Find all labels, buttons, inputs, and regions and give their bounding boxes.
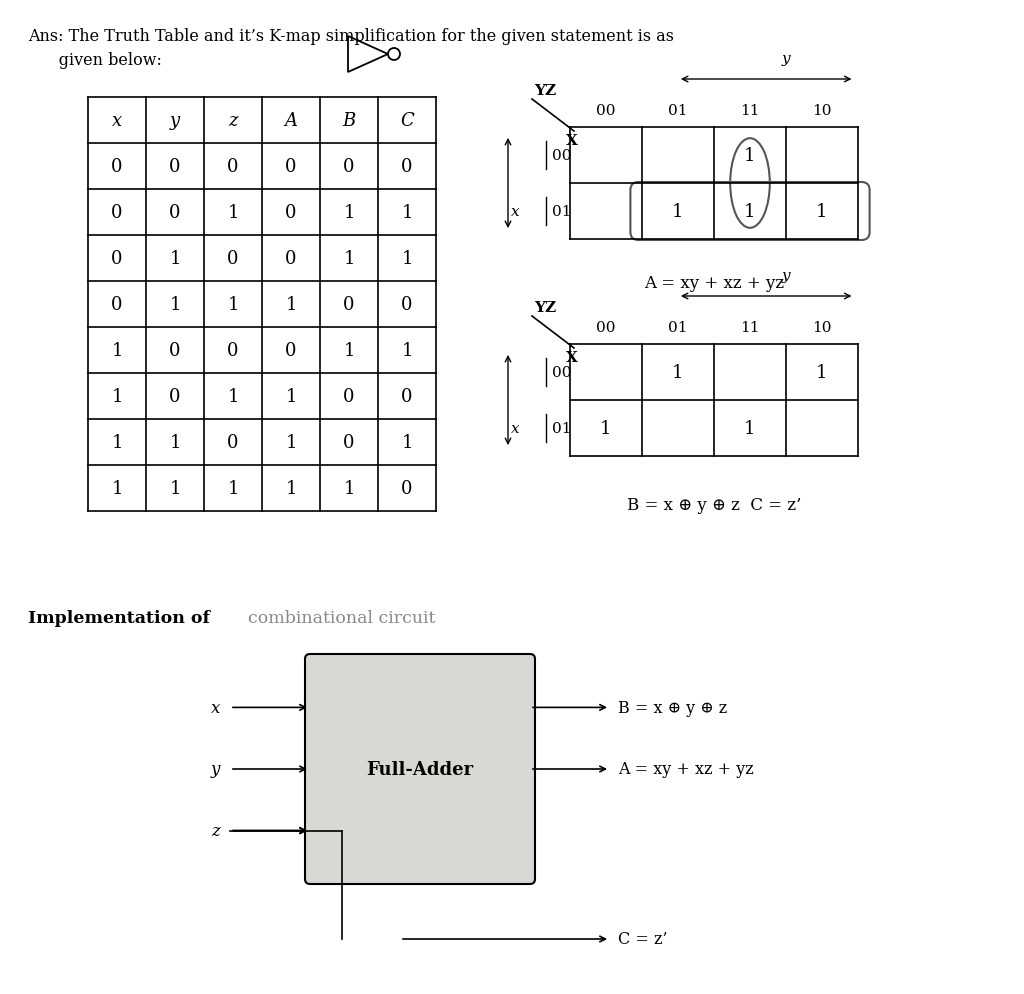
Text: X: X <box>566 351 578 365</box>
Text: 01: 01 <box>552 205 571 219</box>
Text: 1: 1 <box>401 342 413 360</box>
Text: 1: 1 <box>112 388 123 406</box>
Text: 11: 11 <box>740 321 760 335</box>
Text: 0: 0 <box>343 433 354 451</box>
Text: 1: 1 <box>286 479 297 498</box>
Text: YZ: YZ <box>534 301 556 315</box>
Text: 1: 1 <box>286 433 297 451</box>
Text: 0: 0 <box>401 388 413 406</box>
Text: 1: 1 <box>816 364 827 382</box>
Text: 0: 0 <box>227 249 239 267</box>
Text: 1: 1 <box>169 479 181 498</box>
Text: y: y <box>170 112 180 130</box>
Text: 1: 1 <box>401 249 413 267</box>
Text: 1: 1 <box>343 204 354 222</box>
Text: 0: 0 <box>401 479 413 498</box>
Text: 1: 1 <box>112 342 123 360</box>
Text: 00: 00 <box>596 321 615 335</box>
Text: C = z’: C = z’ <box>618 930 668 947</box>
Text: 0: 0 <box>343 158 354 176</box>
Text: Ans: The Truth Table and it’s K-map simplification for the given statement is as: Ans: The Truth Table and it’s K-map simp… <box>28 28 674 45</box>
Text: 0: 0 <box>227 342 239 360</box>
Text: 1: 1 <box>744 147 756 165</box>
Text: 0: 0 <box>227 158 239 176</box>
Text: 1: 1 <box>112 433 123 451</box>
Text: 1: 1 <box>744 419 756 437</box>
Text: 0: 0 <box>401 158 413 176</box>
Text: 00: 00 <box>552 366 571 380</box>
Text: 0: 0 <box>112 249 123 267</box>
Text: 0: 0 <box>169 158 181 176</box>
Text: 0: 0 <box>343 388 354 406</box>
Text: 1: 1 <box>169 249 181 267</box>
Text: 1: 1 <box>672 364 684 382</box>
FancyBboxPatch shape <box>305 654 535 884</box>
Text: 1: 1 <box>343 249 354 267</box>
Text: 1: 1 <box>401 204 413 222</box>
Text: 1: 1 <box>816 203 827 221</box>
Text: combinational circuit: combinational circuit <box>248 609 435 626</box>
Text: B = x ⊕ y ⊕ z: B = x ⊕ y ⊕ z <box>618 699 727 717</box>
Text: B = x ⊕ y ⊕ z  C = z’: B = x ⊕ y ⊕ z C = z’ <box>627 496 801 514</box>
Text: 0: 0 <box>227 433 239 451</box>
Text: x: x <box>211 699 220 717</box>
Text: A = xy + xz + yz: A = xy + xz + yz <box>644 274 784 291</box>
Text: 1: 1 <box>744 203 756 221</box>
Text: 0: 0 <box>169 204 181 222</box>
Text: 0: 0 <box>401 295 413 314</box>
Text: x: x <box>511 421 520 435</box>
Text: 0: 0 <box>112 158 123 176</box>
Text: 0: 0 <box>286 158 297 176</box>
Text: 0: 0 <box>286 342 297 360</box>
Text: 1: 1 <box>227 388 239 406</box>
Text: 01: 01 <box>669 104 688 118</box>
Text: B: B <box>342 112 355 130</box>
Text: 1: 1 <box>227 479 239 498</box>
Text: 10: 10 <box>812 321 831 335</box>
Text: 0: 0 <box>343 295 354 314</box>
Text: 10: 10 <box>812 104 831 118</box>
Text: 01: 01 <box>552 421 571 435</box>
Text: 00: 00 <box>596 104 615 118</box>
Text: A: A <box>285 112 298 130</box>
Text: 00: 00 <box>552 149 571 163</box>
Text: y: y <box>781 268 791 282</box>
Text: x: x <box>511 205 520 219</box>
Text: 1: 1 <box>286 388 297 406</box>
Text: given below:: given below: <box>28 52 162 69</box>
Text: 0: 0 <box>169 342 181 360</box>
Text: 1: 1 <box>343 342 354 360</box>
Text: 0: 0 <box>112 295 123 314</box>
Text: 1: 1 <box>169 433 181 451</box>
Text: x: x <box>112 112 122 130</box>
Text: 1: 1 <box>672 203 684 221</box>
Text: 1: 1 <box>227 204 239 222</box>
Text: Full-Adder: Full-Adder <box>367 760 473 778</box>
Text: z: z <box>211 822 220 839</box>
Text: 1: 1 <box>227 295 239 314</box>
Text: YZ: YZ <box>534 83 556 97</box>
Text: 1: 1 <box>600 419 611 437</box>
Text: 0: 0 <box>169 388 181 406</box>
Text: X: X <box>566 134 578 148</box>
Text: 1: 1 <box>112 479 123 498</box>
Text: 0: 0 <box>286 249 297 267</box>
Text: Implementation of: Implementation of <box>28 609 216 626</box>
Text: z: z <box>228 112 238 130</box>
Text: y: y <box>211 760 220 777</box>
Text: 1: 1 <box>169 295 181 314</box>
Text: 0: 0 <box>286 204 297 222</box>
Text: 1: 1 <box>286 295 297 314</box>
Text: 1: 1 <box>401 433 413 451</box>
Text: C: C <box>400 112 414 130</box>
Text: A = xy + xz + yz: A = xy + xz + yz <box>618 760 754 777</box>
Text: y: y <box>781 52 791 66</box>
Text: 11: 11 <box>740 104 760 118</box>
Text: 1: 1 <box>343 479 354 498</box>
Text: 0: 0 <box>112 204 123 222</box>
Text: 01: 01 <box>669 321 688 335</box>
